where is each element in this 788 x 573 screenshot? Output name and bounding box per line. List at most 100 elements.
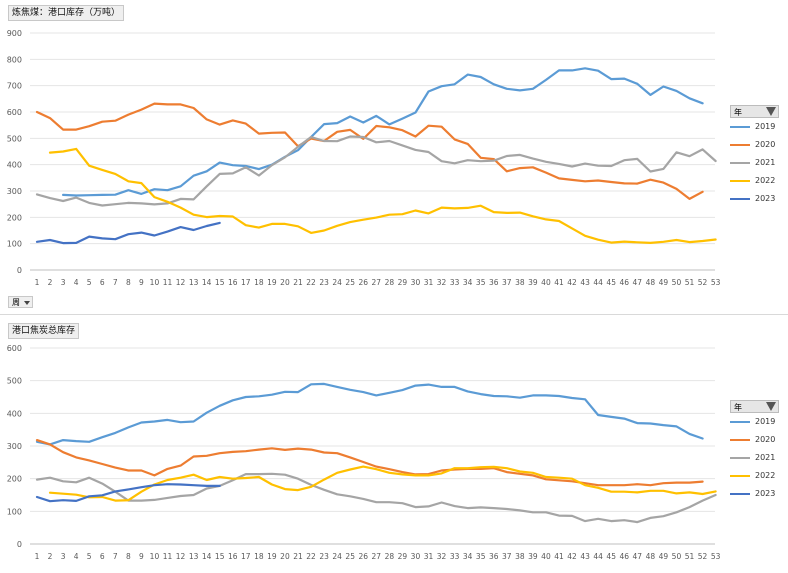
x-tick-label: 8 <box>126 278 131 287</box>
series-line-2020 <box>35 438 704 487</box>
legend-swatch <box>730 161 750 164</box>
x-tick-label: 35 <box>476 278 486 287</box>
legend-item-2021[interactable]: 2021 <box>730 449 779 467</box>
legend-label: 2021 <box>755 453 776 462</box>
y-tick-label: 600 <box>7 344 22 353</box>
legend-label: 2021 <box>755 158 776 167</box>
chart1-title: 炼焦煤：港口库存（万吨） <box>8 5 125 21</box>
x-tick-label: 53 <box>711 552 721 561</box>
legend-swatch <box>730 438 750 441</box>
x-tick-label: 34 <box>463 278 473 287</box>
x-tick-label: 27 <box>372 552 382 561</box>
coke-inventory-chart-panel: 港口焦炭总库存 0 100 200 300 400 500 600 1 2 3 4 5 6 7 8 9 10 11… <box>0 318 788 573</box>
x-tick-label: 42 <box>567 552 577 561</box>
x-tick-label: 50 <box>672 278 682 287</box>
filter-icon[interactable] <box>766 107 776 116</box>
x-tick-label: 30 <box>411 278 421 287</box>
coking-coal-chart-panel: 炼焦煤：港口库存（万吨） 0 100 200 300 400 500 600 700 800 90… <box>7 5 779 287</box>
legend-item-2023[interactable]: 2023 <box>730 485 779 503</box>
legend-swatch <box>730 125 750 128</box>
x-tick-label: 18 <box>254 278 264 287</box>
legend-item-2020[interactable]: 2020 <box>730 431 779 449</box>
x-tick-label: 29 <box>398 278 408 287</box>
x-tick-label: 6 <box>100 552 105 561</box>
x-tick-label: 32 <box>437 552 447 561</box>
x-tick-label: 24 <box>332 278 342 287</box>
x-tick-label: 48 <box>646 278 656 287</box>
x-tick-label: 26 <box>358 278 368 287</box>
series-line-2019 <box>61 67 704 197</box>
x-tick-label: 13 <box>189 552 199 561</box>
legend-item-2019[interactable]: 2019 <box>730 413 779 431</box>
x-tick-label: 43 <box>580 552 590 561</box>
x-tick-label: 10 <box>150 278 160 287</box>
x-tick-label: 10 <box>150 552 160 561</box>
x-tick-label: 45 <box>606 552 616 561</box>
x-tick-label: 3 <box>61 552 66 561</box>
x-tick-label: 20 <box>280 278 290 287</box>
filter-icon[interactable] <box>766 402 776 411</box>
x-tick-label: 14 <box>202 552 212 561</box>
legend-item-2022[interactable]: 2022 <box>730 172 779 190</box>
x-tick-label: 21 <box>293 552 303 561</box>
x-tick-label: 21 <box>293 278 303 287</box>
x-tick-label: 32 <box>437 278 447 287</box>
legend-item-2020[interactable]: 2020 <box>730 136 779 154</box>
legend-swatch <box>730 474 750 477</box>
y-tick-label: 300 <box>7 442 22 451</box>
y-tick-label: 700 <box>7 82 22 91</box>
legend-year-label: 年 <box>734 108 742 117</box>
legend-item-2023[interactable]: 2023 <box>730 190 779 208</box>
x-tick-label: 28 <box>385 552 395 561</box>
series-line-2021 <box>35 472 717 524</box>
x-tick-label: 9 <box>139 278 144 287</box>
legend-year-filter[interactable]: 年 <box>730 400 779 413</box>
x-tick-label: 1 <box>35 278 40 287</box>
x-tick-label: 41 <box>554 278 564 287</box>
legend-swatch <box>730 456 750 459</box>
x-tick-label: 14 <box>202 278 212 287</box>
x-tick-label: 51 <box>685 552 695 561</box>
x-tick-label: 16 <box>228 278 238 287</box>
chart1-legend[interactable]: 年 2019 2020 2021 2022 2023 <box>730 105 779 208</box>
chart2-legend[interactable]: 年 2019 2020 2021 2022 2023 <box>730 400 779 503</box>
y-tick-label: 300 <box>7 187 22 196</box>
legend-label: 2022 <box>755 176 776 185</box>
legend-year-label: 年 <box>734 403 742 412</box>
x-tick-label: 12 <box>176 278 186 287</box>
legend-item-2019[interactable]: 2019 <box>730 118 779 136</box>
x-tick-label: 34 <box>463 552 473 561</box>
y-tick-label: 900 <box>7 29 22 38</box>
legend-year-filter[interactable]: 年 <box>730 105 779 118</box>
week-field-button[interactable]: 周 <box>8 296 33 308</box>
legend-label: 2023 <box>755 489 776 498</box>
x-tick-label: 2 <box>48 278 53 287</box>
x-tick-label: 25 <box>345 552 355 561</box>
legend-item-2021[interactable]: 2021 <box>730 154 779 172</box>
legend-swatch <box>730 143 750 146</box>
x-tick-label: 13 <box>189 278 199 287</box>
chevron-down-icon[interactable] <box>24 301 30 305</box>
x-tick-label: 50 <box>672 552 682 561</box>
x-tick-label: 47 <box>633 278 643 287</box>
legend-item-2022[interactable]: 2022 <box>730 467 779 485</box>
x-tick-label: 4 <box>74 552 79 561</box>
section-divider <box>0 314 788 315</box>
y-tick-label: 100 <box>7 240 22 249</box>
x-tick-label: 7 <box>113 552 118 561</box>
x-tick-label: 6 <box>100 278 105 287</box>
x-tick-label: 45 <box>606 278 616 287</box>
x-tick-label: 19 <box>267 278 277 287</box>
series-line-2023 <box>35 483 221 503</box>
y-tick-label: 500 <box>7 377 22 386</box>
x-tick-label: 46 <box>619 552 629 561</box>
x-tick-label: 52 <box>698 278 708 287</box>
x-tick-label: 30 <box>411 552 421 561</box>
x-tick-label: 52 <box>698 552 708 561</box>
x-tick-label: 44 <box>593 278 603 287</box>
legend-label: 2019 <box>755 417 776 426</box>
series-line-2019 <box>35 382 704 446</box>
x-tick-label: 46 <box>619 278 629 287</box>
